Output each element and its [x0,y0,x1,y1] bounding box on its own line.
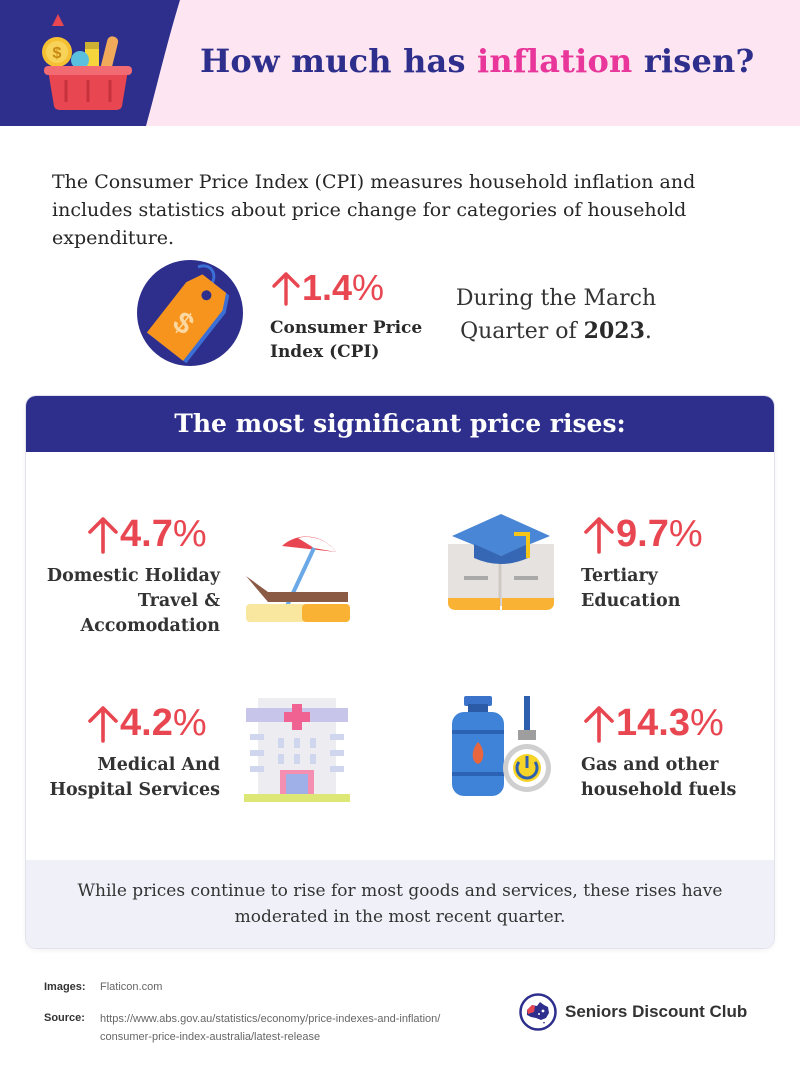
medical-change: 4.2% [86,701,207,745]
cpi-period-year: 2023 [583,318,645,344]
price-rises-card: The most significant price rises: 4.7% D… [26,396,774,948]
header-left-panel: $ [0,0,180,126]
education-value: 9.7 [616,513,669,555]
medical-value: 4.2 [120,702,173,744]
education-change: 9.7% [582,512,703,556]
title-highlight: inflation [477,42,633,80]
travel-unit: % [172,513,207,555]
gas-value: 14.3 [616,702,690,744]
card-title: The most significant price rises: [174,409,626,438]
travel-value: 4.7 [120,513,173,555]
cpi-unit: % [352,267,385,308]
card-footnote-panel [26,860,774,948]
arrow-up-icon [584,706,614,743]
beach-umbrella-lounger-icon [246,536,350,622]
card-footnote: While prices continue to rise for most g… [77,881,723,927]
cpi-value: 1.4 [302,267,353,308]
cpi-period: During the March Quarter of 2023. [440,283,672,348]
svg-text:$: $ [53,45,62,62]
images-credit: Flaticon.com [100,981,163,993]
education-label: Tertiary Education [581,566,681,611]
title-part-1: How much has [200,42,478,80]
australia-map-logo-icon [519,993,557,1031]
brand-name: Seniors Discount Club [565,1002,748,1021]
title-part-2: risen? [632,42,755,80]
cpi-change: 1.4% [270,268,384,308]
images-label: Images: [44,981,86,993]
cpi-label: Consumer Price Index (CPI) [270,318,423,362]
arrow-up-icon [88,706,118,743]
education-unit: % [668,513,703,555]
intro-paragraph: The Consumer Price Index (CPI) measures … [52,171,696,249]
card-header [26,396,774,452]
header-banner: $ How much has inflation risen? [0,0,800,126]
graduation-cap-book-icon [448,514,554,610]
shopping-basket-icon: $ [42,14,132,110]
cpi-period-text: During the March Quarter of [455,286,657,344]
medical-label: Medical And Hospital Services [49,755,220,800]
source-url-line-2[interactable]: consumer-price-index-australia/latest-re… [100,1031,321,1043]
arrow-up-icon [584,517,614,554]
gas-unit: % [689,702,724,744]
source-url-line-1[interactable]: https://www.abs.gov.au/statistics/econom… [100,1013,441,1025]
price-tag-dollar-icon: $ [137,260,243,366]
travel-change: 4.7% [86,512,207,556]
medical-unit: % [172,702,207,744]
gas-cylinder-meter-icon [452,696,551,796]
source-label: Source: [44,1012,85,1024]
source-url[interactable]: https://www.abs.gov.au/statistics/econom… [100,1010,440,1046]
arrow-up-icon [272,272,300,306]
page-title: How much has inflation risen? [200,42,754,80]
hospital-building-icon [244,698,350,802]
travel-label: Domestic Holiday Travel & Accomodation [46,566,220,636]
gas-change: 14.3% [582,701,724,745]
arrow-up-icon [88,517,118,554]
gas-label: Gas and other household fuels [581,755,737,800]
cpi-period-end: . [644,319,652,344]
